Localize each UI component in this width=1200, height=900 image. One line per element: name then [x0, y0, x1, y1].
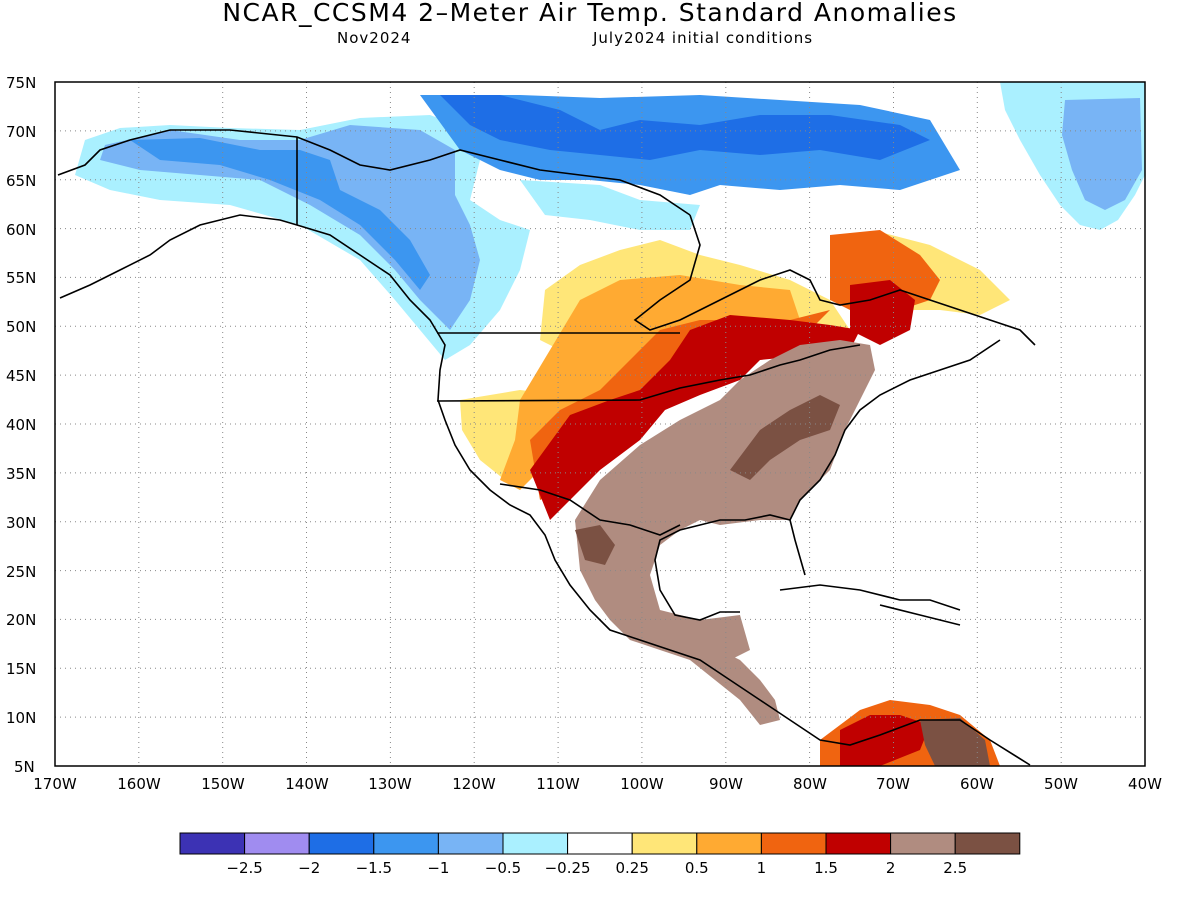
colorbar-swatch	[567, 832, 633, 855]
valid-month-label: Nov2024	[337, 29, 412, 47]
lon-label: 90W	[709, 775, 743, 793]
lon-label: 70W	[876, 775, 910, 793]
alaska-cool-core	[100, 125, 480, 330]
colorbar-swatch	[373, 832, 439, 855]
colorbar-swatch	[179, 832, 246, 855]
alaska-cool-deep	[130, 138, 430, 290]
coastlines	[57, 129, 1036, 766]
colorbar-swatch	[502, 832, 569, 855]
lat-label: 30N	[6, 514, 36, 532]
lat-label: 45N	[6, 367, 36, 385]
brown-field-deep-mexico	[575, 525, 615, 565]
colorbar	[179, 832, 1021, 855]
colorbar-swatch	[631, 832, 698, 855]
lat-label: 70N	[6, 123, 36, 141]
sa-warm-red	[840, 715, 930, 766]
map-frame	[54, 81, 1146, 767]
colorbar-label: −0.25	[545, 859, 591, 877]
lon-label: 130W	[368, 775, 412, 793]
lat-label: 75N	[6, 74, 36, 92]
quebec-warm-red	[850, 280, 915, 345]
colorbar-swatch	[244, 832, 310, 855]
lon-label: 100W	[620, 775, 664, 793]
hudson-cool-band	[520, 180, 700, 230]
colorbar-swatch	[760, 832, 827, 855]
lon-label: 150W	[201, 775, 245, 793]
lat-label: 55N	[6, 269, 36, 287]
colorbar-label: 2	[886, 859, 896, 877]
colorbar-swatch	[696, 832, 762, 855]
colorbar-label: −2	[298, 859, 320, 877]
colorbar-label: 1.5	[814, 859, 838, 877]
colorbar-label: 1	[757, 859, 767, 877]
lon-label: 110W	[536, 775, 580, 793]
lon-label: 50W	[1044, 775, 1078, 793]
lon-label: 160W	[117, 775, 161, 793]
lon-label: 170W	[33, 775, 77, 793]
lat-label: 20N	[6, 611, 36, 629]
colorbar-swatch	[954, 832, 1021, 855]
colorbar-swatch	[437, 832, 504, 855]
anomaly-fields	[75, 82, 1145, 766]
sa-brown	[920, 718, 990, 766]
lat-label: 60N	[6, 221, 36, 239]
latitude-labels: 75N 70N 65N 60N 55N 50N 45N 40N 35N 30N …	[6, 74, 36, 776]
colorbar-label: −2.5	[226, 859, 262, 877]
lat-label: 25N	[6, 563, 36, 581]
colorbar-swatch	[825, 832, 892, 855]
colorbar-label: −1.5	[356, 859, 392, 877]
chart-title: NCAR_CCSM4 2–Meter Air Temp. Standard An…	[222, 0, 958, 27]
longitude-labels: 170W 160W 150W 140W 130W 120W 110W 100W …	[33, 775, 1162, 793]
lon-label: 80W	[793, 775, 827, 793]
arctic-cool-deep	[440, 95, 930, 160]
lat-label: 35N	[6, 465, 36, 483]
colorbar-label: −1	[427, 859, 449, 877]
lat-label: 15N	[6, 660, 36, 678]
lat-label: 50N	[6, 318, 36, 336]
colorbar-labels: −2.5 −2 −1.5 −1 −0.5 −0.25 0.25 0.5 1 1.…	[226, 859, 967, 877]
lat-label: 40N	[6, 416, 36, 434]
lon-label: 40W	[1128, 775, 1162, 793]
lon-label: 60W	[960, 775, 994, 793]
warm-belt-red	[530, 315, 860, 520]
colorbar-swatch	[308, 832, 375, 855]
lat-label: 65N	[6, 172, 36, 190]
lat-label: 10N	[6, 709, 36, 727]
colorbar-label: −0.5	[485, 859, 521, 877]
lon-label: 120W	[452, 775, 496, 793]
colorbar-label: 0.5	[685, 859, 709, 877]
colorbar-label: 2.5	[943, 859, 967, 877]
lat-label: 5N	[14, 758, 35, 776]
colorbar-label: 0.25	[615, 859, 648, 877]
brown-field-deep-east	[730, 395, 840, 480]
greenland-field-inner	[1062, 98, 1142, 210]
initial-conditions-label: July2024 initial conditions	[593, 29, 814, 47]
colorbar-swatch	[890, 832, 956, 855]
lon-label: 140W	[285, 775, 329, 793]
